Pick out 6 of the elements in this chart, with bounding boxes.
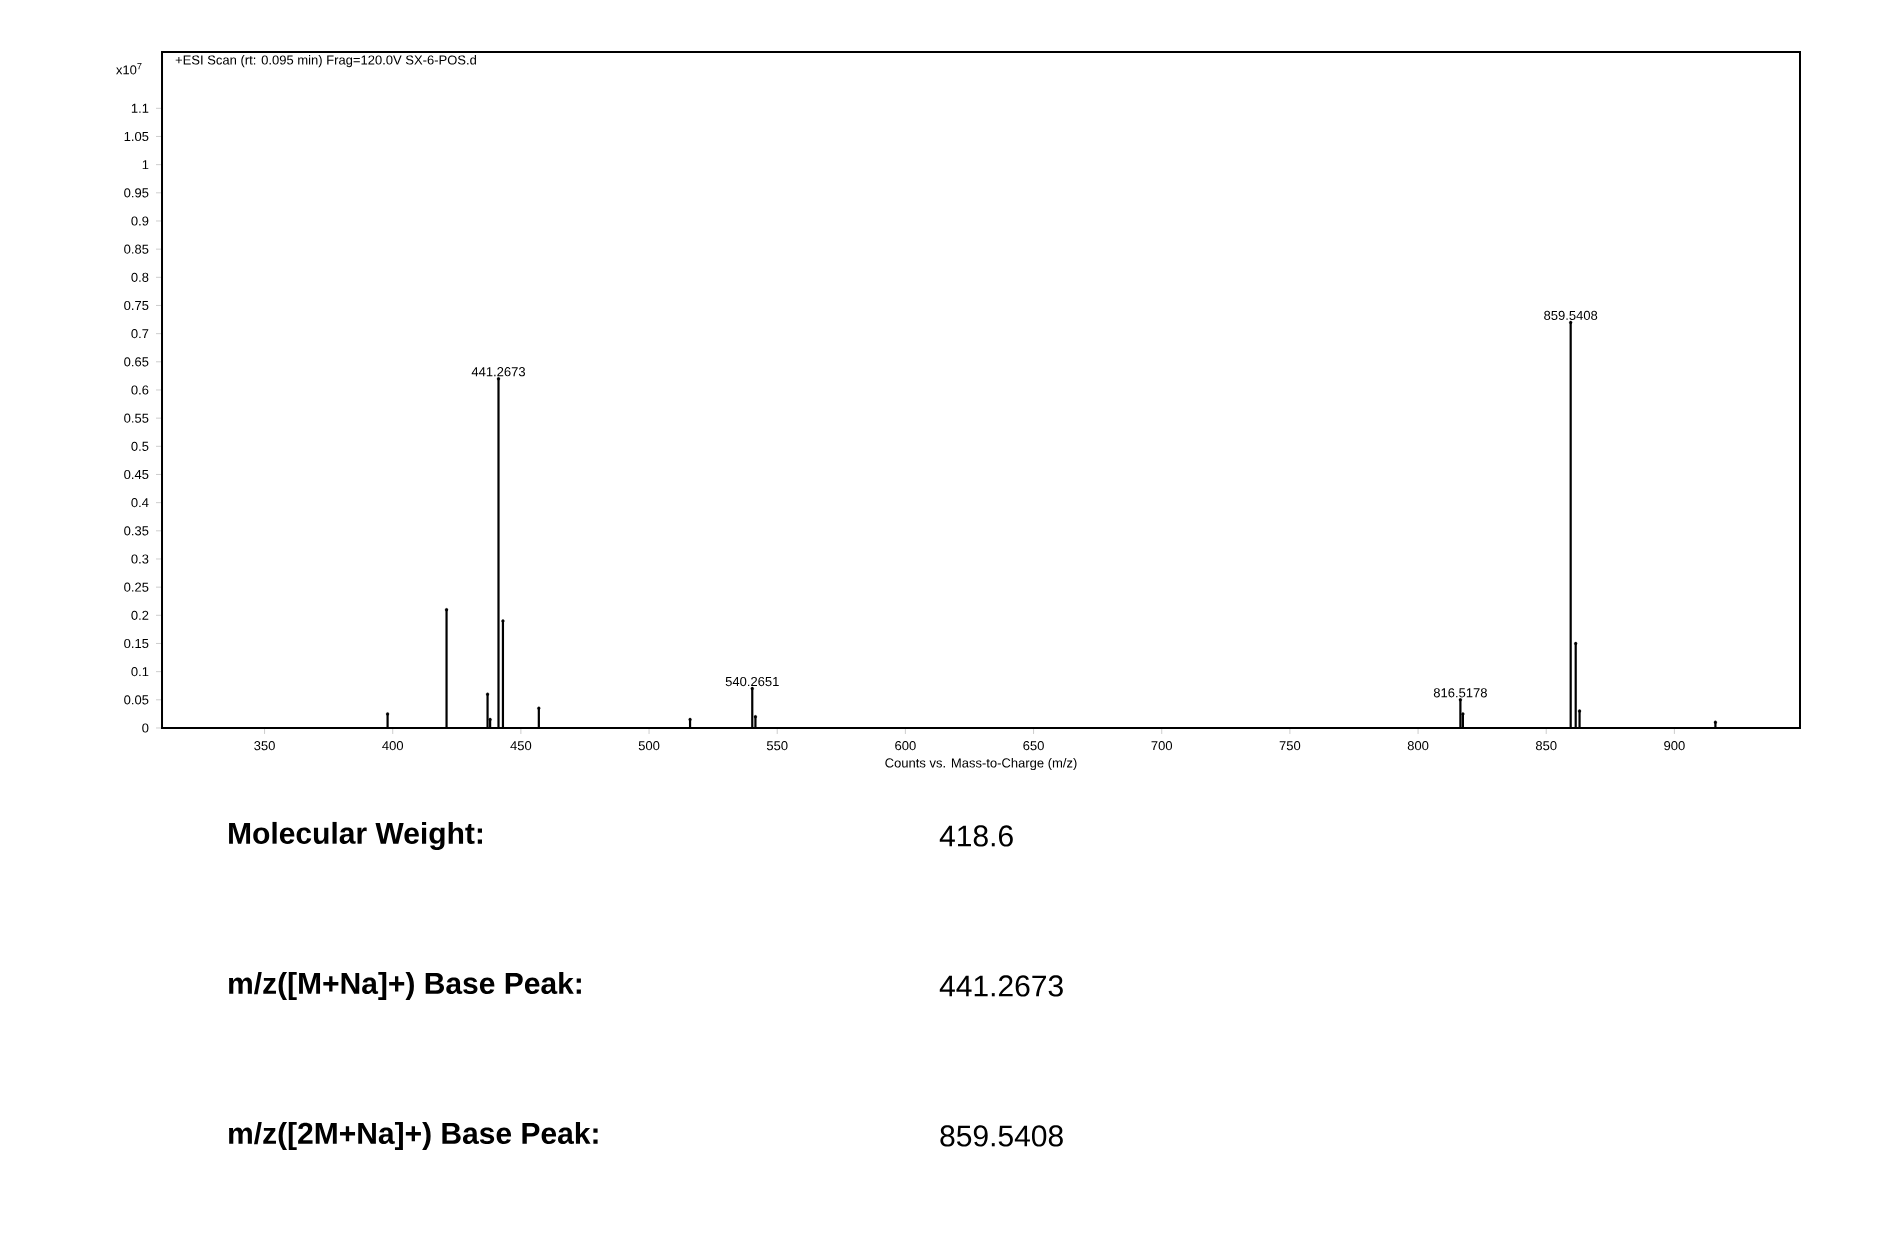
text: Molecular Weight: (229, 821, 482, 851)
text: 859.5408 (940, 1125, 1063, 1147)
text: m/z([2M+Na]+) Base Peak: (229, 1121, 598, 1150)
text: m/z([M+Na]+) Base Peak: (229, 971, 581, 1000)
text: 441.2673 (939, 975, 1063, 997)
text: 418.6 (939, 825, 1013, 847)
